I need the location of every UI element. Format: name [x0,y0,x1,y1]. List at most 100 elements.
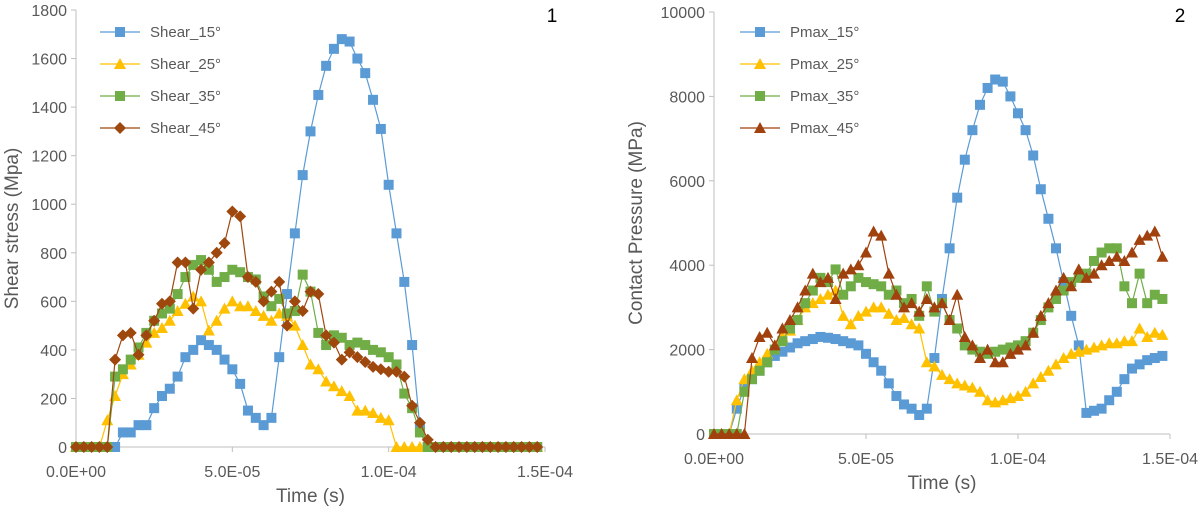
chart1-x-tick-label: 1.5E-04 [517,464,573,481]
chart1-data-point-shear-15deg [352,53,363,64]
chart2-data-point-pmax-15deg [952,192,963,203]
chart2-data-point-pmax-15deg [769,350,780,361]
chart2-data-point-pmax-15deg [914,410,925,421]
chart1-data-point-shear-35deg [344,340,355,351]
chart1-data-point-shear-35deg [180,272,191,283]
chart2-data-point-pmax-45deg [920,292,933,304]
chart2-y-tick-label: 6000 [669,174,705,191]
chart2-data-point-pmax-25deg [1126,335,1138,347]
chart1-data-point-shear-35deg [211,276,222,287]
chart2-data-point-pmax-35deg [997,344,1008,355]
chart1-data-point-shear-25deg [327,380,340,392]
chart1-data-point-shear-15deg [164,383,175,394]
chart2-data-point-pmax-25deg [1042,364,1055,376]
chart2-data-point-pmax-45deg [1118,254,1131,266]
chart1-data-point-shear-45deg [241,271,254,284]
chart1-y-tick-label: 1200 [31,149,67,166]
chart1-data-point-shear-35deg [266,301,277,312]
chart1-data-point-shear-25deg [101,414,114,426]
chart2-data-point-pmax-35deg [1104,243,1115,254]
chart2-x-tick-label: 0.0E+00 [684,451,744,468]
chart1-y-tick-label: 800 [40,246,67,263]
chart1-data-point-shear-15deg [360,68,371,79]
chart2-y-tick-label: 4000 [669,258,705,275]
chart1-x-tick-label: 5.0E-05 [204,464,260,481]
chart2-data-point-pmax-45deg [882,267,895,279]
chart2-data-point-pmax-45deg [1012,343,1024,355]
chart2-data-point-pmax-35deg [1157,293,1168,304]
chart2-data-point-pmax-45deg [1141,229,1154,241]
chart2-data-point-pmax-45deg [1027,326,1040,338]
chart1-data-point-shear-35deg [188,259,199,270]
chart2-data-point-pmax-15deg [785,342,795,353]
chart1-data-point-shear-45deg [437,441,450,453]
chart1-data-point-shear-25deg [241,300,254,312]
chart2-data-point-pmax-15deg [1043,213,1054,224]
chart1-data-point-shear-15deg [203,340,214,351]
chart2-legend-label-pmax-15deg: Pmax_15° [790,24,859,41]
chart2-y-tick-label: 8000 [669,89,705,106]
chart1-y-tick-label: 400 [40,343,67,360]
chart1-data-point-shear-45deg [234,210,247,223]
contact-pressure-chart: 0 2000 4000 6000 8000 10000 0.0E+00 5.0E-05 1.0E… [600,0,1200,514]
chart2-data-point-pmax-25deg [936,368,948,380]
chart1-data-point-shear-15deg [211,344,222,355]
chart1-data-point-shear-45deg [421,433,434,446]
chart1-data-point-shear-35deg [164,303,175,314]
chart2-data-point-pmax-35deg [1111,243,1122,254]
chart2-data-point-pmax-25deg [1156,328,1169,340]
chart2-x-axis-title: Time (s) [908,473,977,494]
chart2-data-point-pmax-45deg [768,339,781,351]
chart2-legend-label-pmax-25deg: Pmax_25° [790,56,859,73]
chart1-series-line-shear-15deg [76,38,538,448]
chart1-data-point-shear-25deg [382,414,395,426]
chart2-data-point-pmax-45deg [1133,233,1146,245]
chart1-data-point-shear-25deg [296,339,309,351]
chart1-x-tick-label: 0.0E+00 [46,464,106,481]
chart1-data-point-shear-45deg [195,263,208,276]
chart2-data-point-pmax-45deg [913,305,926,317]
chart2-data-point-pmax-25deg [837,309,850,321]
chart2-data-point-pmax-25deg [974,385,986,397]
chart2-data-point-pmax-45deg [898,301,910,313]
chart1-data-point-shear-15deg [149,403,160,414]
chart1-data-point-shear-45deg [179,256,192,269]
chart1-data-point-shear-15deg [125,427,136,438]
chart2-data-point-pmax-25deg [981,394,994,406]
chart1-data-point-shear-25deg [202,324,215,336]
chart2-data-point-pmax-45deg [852,259,865,271]
chart1-data-point-shear-45deg [132,348,145,361]
chart1-data-point-shear-25deg [304,358,317,370]
chart1-data-point-shear-45deg [109,353,122,366]
chart2-data-point-pmax-45deg [784,314,796,326]
chart1-data-point-shear-35deg [196,255,207,266]
chart1-legend-marker-shear-45deg [114,122,126,134]
chart2-data-point-pmax-25deg [943,373,956,385]
chart1-data-point-shear-45deg [288,295,301,308]
chart2-data-point-pmax-25deg [1050,358,1062,370]
chart1-data-point-shear-15deg [344,36,355,47]
chart1-data-point-shear-25deg [155,322,168,334]
chart1-data-point-shear-45deg [476,441,489,453]
chart1-data-point-shear-35deg [133,342,144,353]
chart2-data-point-pmax-35deg [792,315,803,326]
chart1-data-point-shear-25deg [351,404,364,416]
chart2-data-point-pmax-45deg [974,352,986,364]
chart2-data-point-pmax-45deg [761,326,774,338]
chart2-data-point-pmax-15deg [1096,403,1107,414]
chart1-data-point-shear-25deg [163,314,176,326]
chart2-y-tick-label: 10000 [661,5,706,22]
chart2-data-point-pmax-25deg [1057,352,1070,364]
chart1-data-point-shear-35deg [368,344,379,355]
chart1-data-point-shear-45deg [101,441,114,453]
chart1-legend-marker-shear-25deg [114,58,126,69]
chart2-data-point-pmax-25deg [867,301,880,313]
chart2-data-point-pmax-25deg [1118,335,1131,347]
chart2-data-point-pmax-35deg [1058,285,1069,296]
chart2-y-tick-label: 0 [696,427,705,444]
chart2-data-point-pmax-25deg [882,307,895,319]
chart2-data-point-pmax-45deg [1080,271,1093,283]
chart1-data-point-shear-15deg [297,170,308,181]
chart2-legend-marker-pmax-45deg [754,122,766,133]
chart2-data-point-pmax-25deg [898,311,910,323]
